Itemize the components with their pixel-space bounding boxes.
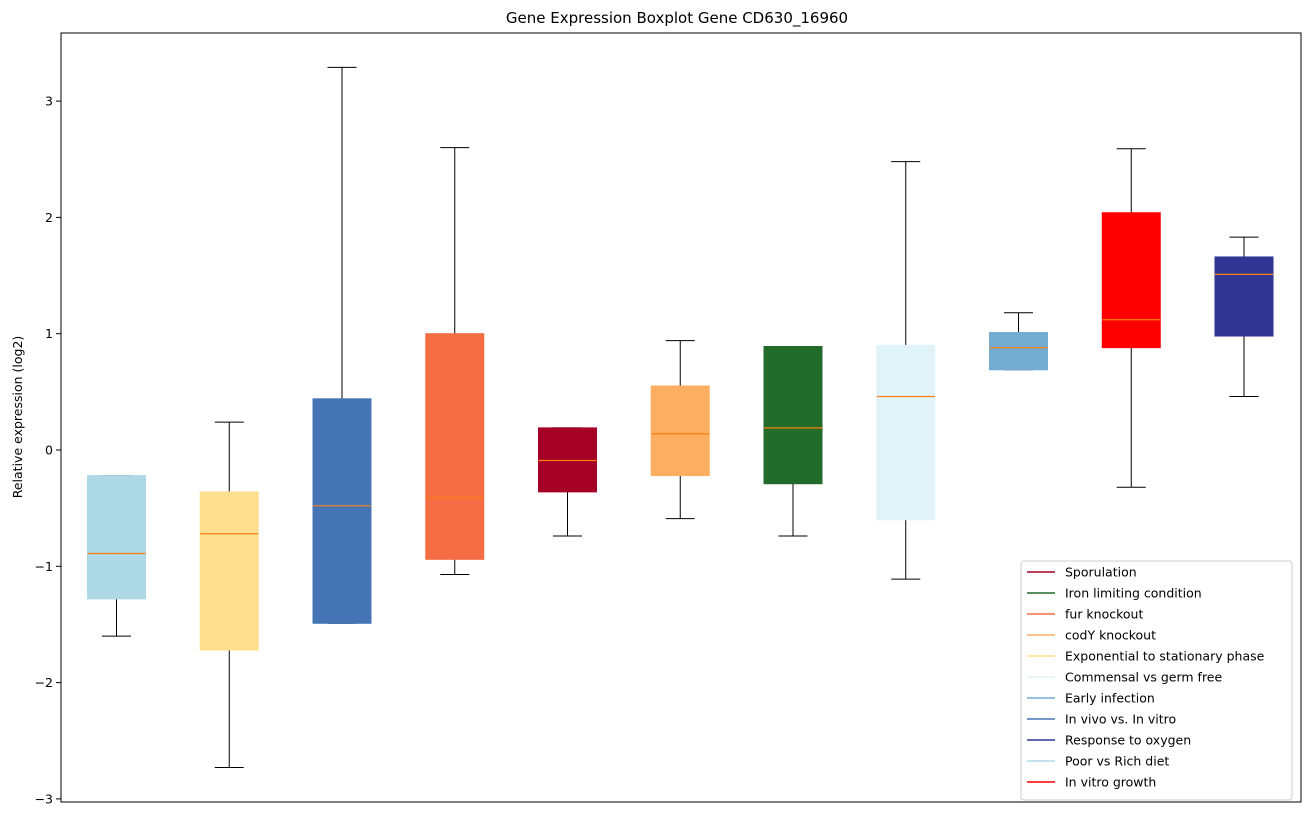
legend-entry: In vivo vs. In vitro <box>1027 712 1176 727</box>
box-commensal-vs-germ-free <box>876 161 936 580</box>
legend-label: fur knockout <box>1065 607 1143 622</box>
y-tick-label: 3 <box>45 94 53 109</box>
y-axis-label: Relative expression (log2) <box>10 336 25 499</box>
y-tick-label: 0 <box>45 443 53 458</box>
legend-label: Poor vs Rich diet <box>1065 754 1169 769</box>
legend-entry: Iron limiting condition <box>1027 586 1202 601</box>
box-iqr <box>1101 212 1161 349</box>
legend-label: Iron limiting condition <box>1065 586 1202 601</box>
chart-title: Gene Expression Boxplot Gene CD630_16960 <box>506 9 848 28</box>
box-iqr <box>1214 256 1274 337</box>
legend-entry: Response to oxygen <box>1027 733 1191 748</box>
legend-label: codY knockout <box>1065 628 1156 643</box>
legend-frame <box>1020 560 1293 801</box>
legend-label: Commensal vs germ free <box>1065 670 1222 685</box>
box-iqr <box>650 385 710 477</box>
legend-entry: In vitro growth <box>1027 775 1156 790</box>
box-early-infection <box>989 312 1048 371</box>
legend-label: Exponential to stationary phase <box>1065 649 1265 664</box>
y-tick-label: −2 <box>35 675 53 690</box>
legend-label: In vivo vs. In vitro <box>1065 712 1176 727</box>
legend-label: Response to oxygen <box>1065 733 1191 748</box>
legend-label: In vitro growth <box>1065 775 1156 790</box>
legend-entry: Early infection <box>1027 691 1155 706</box>
box-iqr <box>876 344 936 521</box>
y-tick-label: 2 <box>45 210 53 225</box>
y-tick-label: −1 <box>35 559 53 574</box>
box-iron-limiting-condition <box>763 345 823 537</box>
box-iqr <box>989 332 1048 371</box>
legend-entry: Exponential to stationary phase <box>1027 649 1265 664</box>
box-exponential-to-stationary-phase <box>199 421 259 768</box>
box-iqr <box>763 345 823 485</box>
box-in-vitro-growth <box>1101 148 1161 488</box>
box-sporulation <box>538 427 597 537</box>
y-tick-label: 1 <box>45 326 53 341</box>
box-iqr <box>312 398 372 624</box>
legend-entry: fur knockout <box>1027 607 1143 622</box>
legend-label: Early infection <box>1065 691 1155 706</box>
boxes-layer <box>87 66 1274 768</box>
box-iqr <box>425 333 485 560</box>
y-axis: 3 2 1 0 −1 −2 −3 <box>35 94 61 806</box>
box-iqr <box>87 475 146 600</box>
legend-entry: Commensal vs germ free <box>1027 670 1222 685</box>
y-tick-label: −3 <box>35 791 53 806</box>
legend: Sporulation Iron limiting condition fur kn… <box>1020 560 1293 801</box>
box-cody-knockout <box>650 340 710 520</box>
box-poor-vs-rich-diet <box>87 475 146 637</box>
legend-entry: Poor vs Rich diet <box>1027 754 1169 769</box>
legend-label: Sporulation <box>1065 565 1137 580</box>
box-fur-knockout <box>425 147 485 575</box>
box-iqr <box>199 491 259 651</box>
legend-entry: Sporulation <box>1027 565 1137 580</box>
box-response-to-oxygen <box>1214 236 1274 398</box>
plot-frame <box>60 32 1302 803</box>
legend-entry: codY knockout <box>1027 628 1156 643</box>
box-in-vivo-vs-in-vitro <box>312 66 372 624</box>
